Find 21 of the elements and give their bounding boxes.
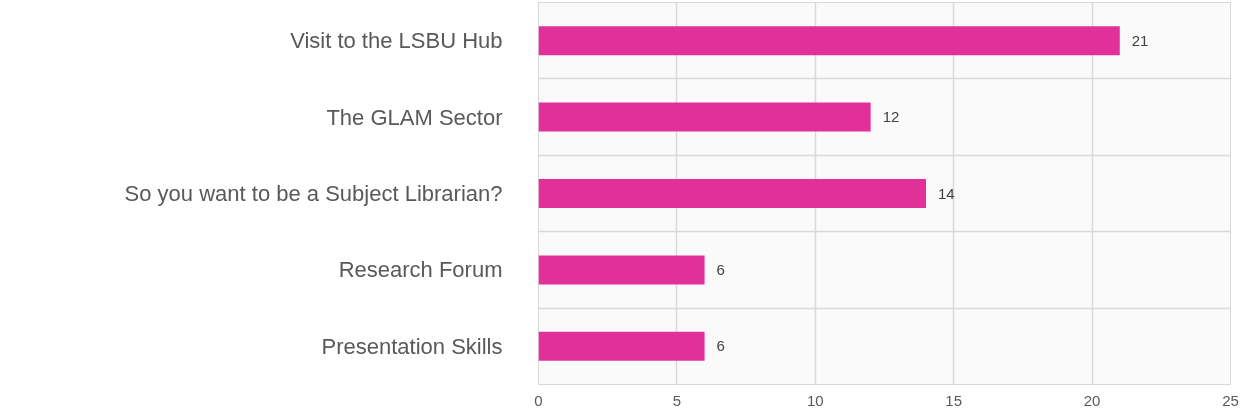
x-tick-label: 0 [534, 391, 543, 409]
bar [538, 178, 927, 209]
bar [538, 102, 871, 132]
data-label: 21 [1131, 31, 1149, 49]
y-tick-label: Presentation Skills [321, 333, 503, 359]
data-label: 14 [938, 184, 955, 202]
data-label: 6 [716, 337, 725, 355]
x-tick-label: 5 [672, 391, 682, 409]
bar [538, 26, 1120, 56]
bar [538, 331, 705, 361]
x-tick-label: 10 [806, 391, 824, 409]
x-tick-label: 20 [1083, 391, 1101, 409]
bar [538, 255, 705, 285]
data-label: 12 [882, 108, 900, 126]
y-tick-label: Research Forum [338, 257, 503, 283]
x-tick-label: 15 [945, 391, 963, 409]
y-tick-label: So you want to be a Subject Librarian? [124, 181, 503, 206]
y-tick-label: Visit to the LSBU Hub [290, 28, 503, 54]
data-label: 6 [716, 260, 725, 278]
x-tick-label: 25 [1222, 391, 1239, 409]
y-tick-label: The GLAM Sector [326, 104, 503, 130]
